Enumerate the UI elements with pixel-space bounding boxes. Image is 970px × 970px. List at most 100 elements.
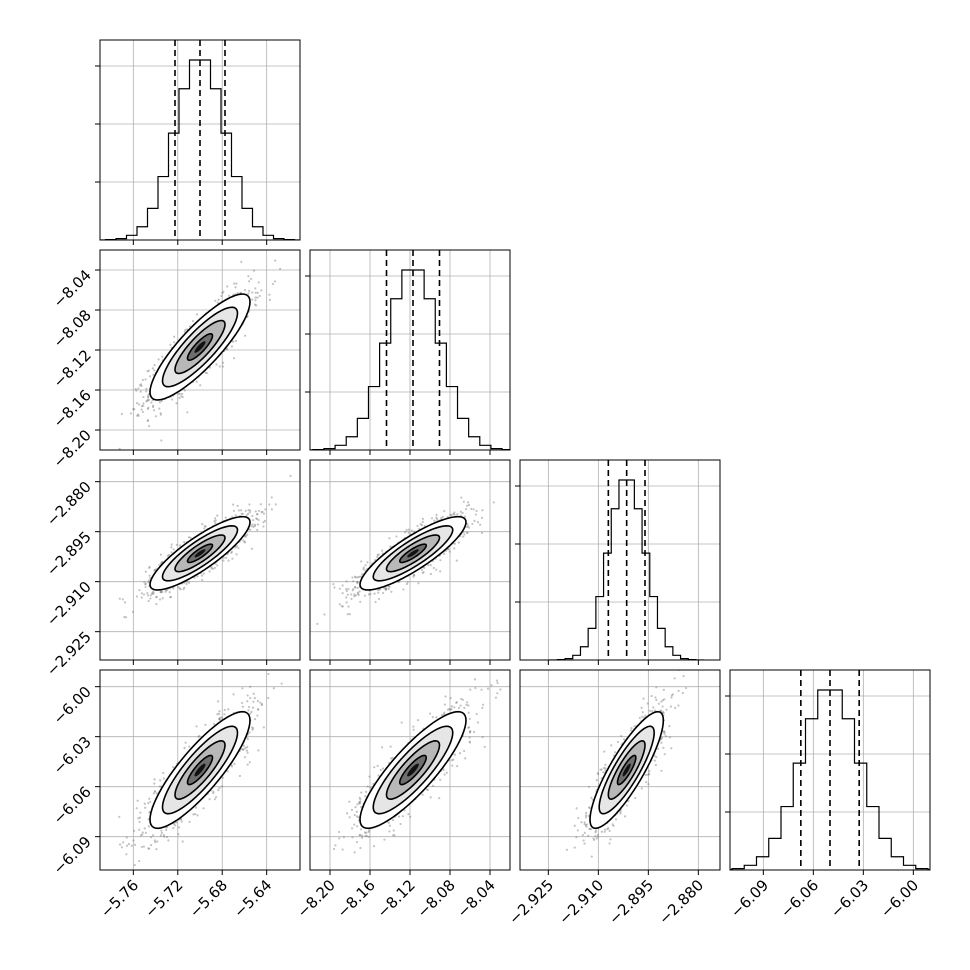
scatter-point <box>323 613 326 616</box>
scatter-point <box>253 524 256 528</box>
scatter-point <box>257 749 260 752</box>
scatter-point <box>376 555 379 559</box>
scatter-point <box>214 299 217 302</box>
scatter-point <box>374 600 377 604</box>
scatter-point <box>182 588 185 591</box>
scatter-point <box>435 517 439 521</box>
scatter-point <box>195 725 198 728</box>
scatter-point <box>481 509 484 512</box>
scatter-point <box>144 585 147 589</box>
scatter-point <box>243 756 247 759</box>
scatter-point <box>216 700 220 703</box>
scatter-point <box>256 296 259 299</box>
scatter-point <box>136 799 139 802</box>
scatter-point <box>226 770 229 773</box>
scatter-point <box>350 597 353 600</box>
scatter-point <box>248 761 251 764</box>
scatter-point <box>142 404 145 407</box>
scatter-point <box>256 714 259 717</box>
scatter-point <box>359 575 363 578</box>
scatter-point <box>465 525 469 529</box>
scatter-point <box>259 701 262 704</box>
scatter-point <box>140 408 143 411</box>
scatter-point <box>144 378 147 381</box>
scatter-point <box>153 364 156 367</box>
scatter-point <box>138 859 141 863</box>
scatter-point <box>146 396 150 399</box>
scatter-point <box>246 763 249 766</box>
scatter-point <box>160 439 163 442</box>
scatter-point <box>354 594 358 597</box>
scatter-point <box>242 539 245 542</box>
scatter-point <box>140 596 143 599</box>
scatter-point <box>268 298 271 301</box>
scatter-point <box>345 601 348 604</box>
scatter-point <box>244 535 247 538</box>
scatter-point <box>135 807 138 810</box>
scatter-point <box>251 706 255 709</box>
scatter-point <box>255 517 258 520</box>
scatter-point <box>412 573 416 577</box>
scatter-point <box>165 828 168 832</box>
scatter-point <box>377 553 380 556</box>
scatter-point <box>362 566 365 569</box>
scatter-point <box>252 700 255 703</box>
scatter-point <box>146 419 150 422</box>
scatter-point <box>410 529 413 532</box>
scatter-point <box>356 576 359 579</box>
scatter-point <box>468 526 471 529</box>
scatter-point <box>347 605 350 608</box>
scatter-point <box>191 320 195 323</box>
scatter-point <box>139 834 142 837</box>
scatter-point <box>238 774 242 778</box>
scatter-point <box>148 797 151 800</box>
scatter-point <box>240 747 243 751</box>
scatter-point <box>121 598 124 601</box>
scatter-point <box>354 576 357 579</box>
scatter-point <box>465 507 468 511</box>
scatter-point <box>162 771 165 775</box>
scatter-point <box>256 291 259 294</box>
scatter-point <box>217 712 221 715</box>
scatter-point <box>345 580 348 583</box>
scatter-point <box>149 594 153 597</box>
scatter-point <box>246 533 249 536</box>
scatter-point <box>466 504 469 507</box>
scatter-point <box>159 413 162 416</box>
scatter-point <box>151 592 154 596</box>
scatter-point <box>155 792 159 795</box>
scatter-point <box>362 568 365 571</box>
scatter-point <box>254 291 257 294</box>
scatter-point <box>149 597 152 600</box>
scatter-point <box>257 518 260 522</box>
scatter-point <box>254 299 257 302</box>
scatter-point <box>161 355 164 358</box>
scatter-point <box>120 846 124 849</box>
scatter-point <box>151 367 154 370</box>
scatter-point <box>260 289 263 292</box>
scatter-point <box>466 501 470 504</box>
scatter-point <box>247 280 251 283</box>
scatter-point <box>420 568 424 571</box>
scatter-point <box>147 599 150 603</box>
scatter-point <box>246 746 249 749</box>
scatter-point <box>134 387 137 391</box>
scatter-point <box>406 581 409 584</box>
scatter-point <box>248 503 251 506</box>
scatter-point <box>381 549 384 552</box>
scatter-point <box>273 280 277 283</box>
scatter-point <box>158 401 162 404</box>
scatter-point <box>179 818 183 821</box>
density-panel-3-0 <box>95 669 301 875</box>
scatter-point <box>146 592 149 595</box>
scatter-point <box>235 553 238 556</box>
contour-level-0 <box>186 543 214 564</box>
scatter-point <box>234 514 237 517</box>
scatter-point <box>161 597 164 600</box>
scatter-point <box>435 568 438 571</box>
scatter-point <box>472 508 475 511</box>
scatter-point <box>419 522 422 526</box>
scatter-point <box>388 537 391 540</box>
scatter-point <box>173 341 176 344</box>
scatter-point <box>152 404 155 407</box>
